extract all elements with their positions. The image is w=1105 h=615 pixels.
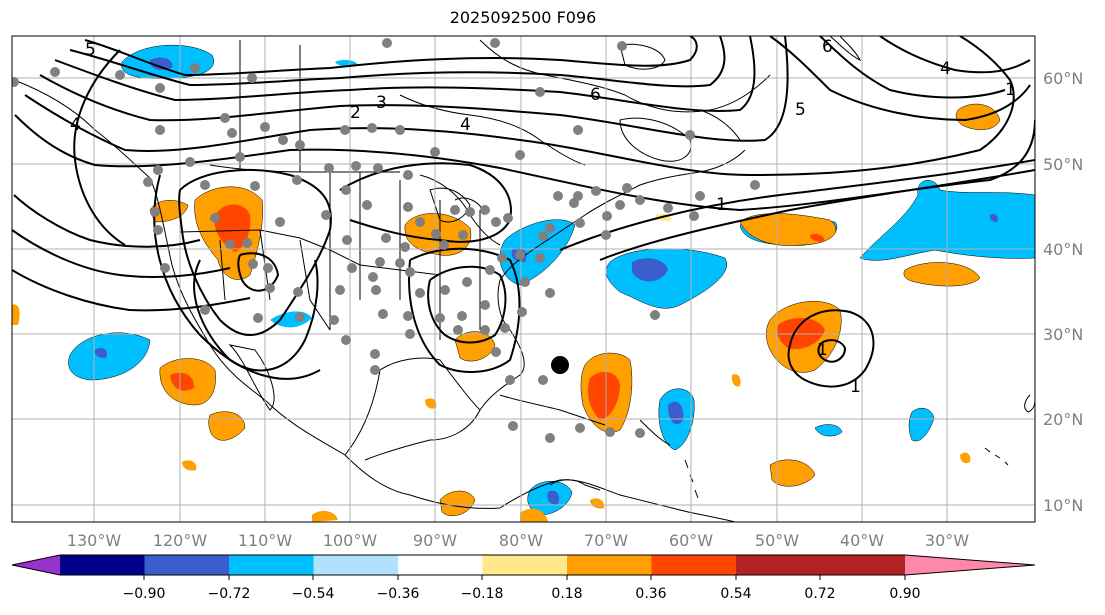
contour-label: 1	[850, 377, 861, 397]
colorbar-segment	[144, 555, 229, 575]
storm-center-marker	[551, 356, 569, 374]
contour-label: 3	[376, 93, 387, 113]
colorbar: −0.90 −0.72 −0.54 −0.36 −0.18 0.18 0.36 …	[11, 554, 1036, 602]
colorbar-tick-label: 0.72	[804, 586, 835, 602]
lat-label: 60°N	[1043, 69, 1083, 88]
colorbar-tick-label: −0.72	[208, 586, 251, 602]
lon-label: 110°W	[238, 531, 293, 550]
lon-label: 80°W	[499, 531, 543, 550]
contour-label: 4	[460, 115, 471, 135]
map-area: 5 4 3 2 1 6 6 5 4 1 4 1 1	[12, 36, 1035, 522]
lon-label: 90°W	[413, 531, 457, 550]
longitude-axis: 130°W 120°W 110°W 100°W 90°W 80°W 70°W 6…	[67, 531, 969, 550]
colorbar-segment	[482, 555, 567, 575]
colorbar-tick-label: 0.54	[720, 586, 751, 602]
contour-lines	[12, 36, 1035, 388]
contour-label: 4	[70, 115, 81, 135]
contour-label: 6	[822, 37, 833, 57]
colorbar-segment	[313, 555, 398, 575]
colorbar-tick-label: −0.36	[377, 586, 420, 602]
contour-label: 1	[817, 340, 828, 360]
lat-label: 20°N	[1043, 410, 1083, 429]
colorbar-segment	[820, 555, 905, 575]
colorbar-segment	[651, 555, 736, 575]
colorbar-segment	[229, 555, 314, 575]
lon-label: 30°W	[925, 531, 969, 550]
lon-label: 50°W	[755, 531, 799, 550]
map-title: 2025092500 F096	[449, 8, 597, 27]
colorbar-tick-label: 0.18	[551, 586, 582, 602]
colorbar-segment	[736, 555, 821, 575]
positive-anomaly-regions	[12, 103, 1001, 522]
contour-label: 5	[85, 40, 96, 60]
contour-label: 1	[1005, 80, 1016, 100]
contour-label: 4	[940, 59, 951, 79]
lat-label: 10°N	[1043, 496, 1083, 515]
map-frame	[11, 35, 1036, 523]
lon-label: 130°W	[67, 531, 122, 550]
colorbar-tick-label: 0.90	[889, 586, 920, 602]
lon-label: 60°W	[669, 531, 713, 550]
contour-label: 1	[716, 195, 727, 215]
lat-label: 40°N	[1043, 240, 1083, 259]
colorbar-segment	[60, 555, 145, 575]
colorbar-tick-label: 0.36	[635, 586, 666, 602]
lon-label: 40°W	[840, 531, 884, 550]
lon-label: 100°W	[323, 531, 378, 550]
colorbar-tick-label: −0.90	[123, 586, 166, 602]
contour-label: 5	[795, 100, 806, 120]
contour-label: 2	[350, 103, 361, 123]
lon-label: 120°W	[153, 531, 208, 550]
colorbar-extend-low	[12, 555, 60, 575]
contour-labels: 5 4 3 2 1 6 6 5 4 1 4 1 1	[70, 37, 1016, 397]
contour-label: 6	[590, 85, 601, 105]
latitude-axis: 60°N 50°N 40°N 30°N 20°N 10°N	[1043, 69, 1083, 515]
colorbar-tick-label: −0.18	[461, 586, 504, 602]
colorbar-tick-label: −0.54	[292, 586, 335, 602]
colorbar-segment	[398, 555, 483, 575]
colorbar-extend-high	[905, 555, 1035, 575]
lat-label: 50°N	[1043, 155, 1083, 174]
colorbar-segment	[567, 555, 652, 575]
station-markers	[12, 38, 760, 443]
lat-label: 30°N	[1043, 325, 1083, 344]
lon-label: 70°W	[584, 531, 628, 550]
